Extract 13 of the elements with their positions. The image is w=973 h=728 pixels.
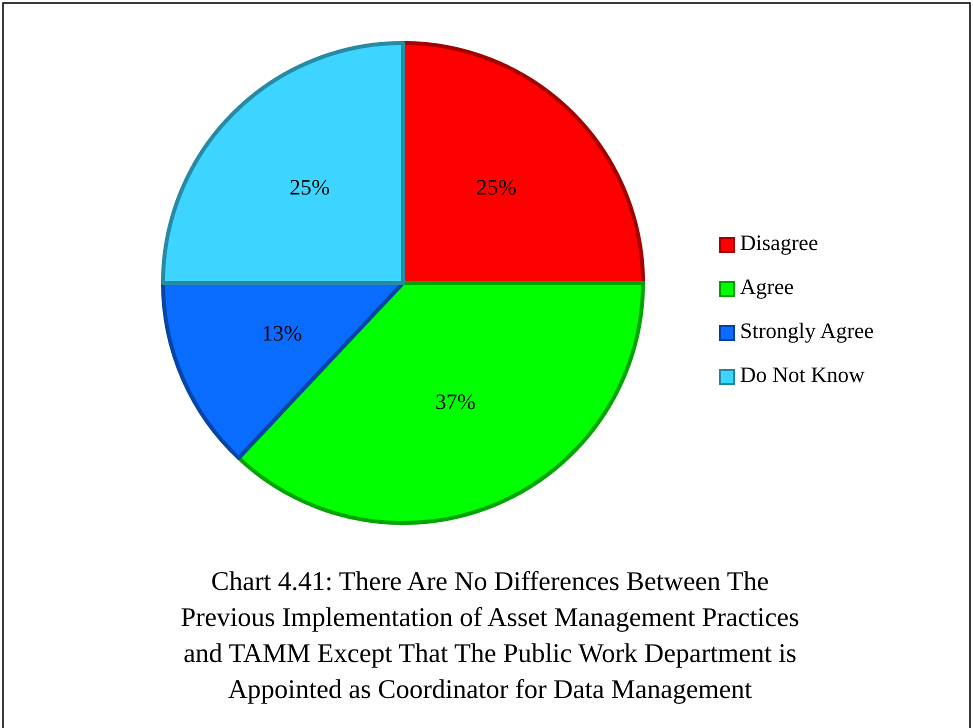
legend-label: Agree bbox=[740, 274, 794, 300]
data-label: 25% bbox=[290, 174, 330, 200]
legend-label: Do Not Know bbox=[740, 362, 865, 388]
pie-slice bbox=[161, 281, 405, 460]
pie-slice bbox=[401, 41, 645, 285]
data-label: 25% bbox=[476, 174, 516, 200]
legend-label: Disagree bbox=[740, 230, 818, 256]
data-label: 37% bbox=[435, 389, 476, 414]
data-label: 13% bbox=[262, 320, 302, 346]
text: Chart 4.41: There Are No Differences Between The Previous Implementation of Asset Management Practices and TAMM Except That The Public Work Department is Appointed as Coordinator for Data Management bbox=[180, 566, 800, 704]
legend-label: Strongly Agree bbox=[740, 318, 874, 344]
pie-slice bbox=[161, 41, 405, 285]
pie-slice bbox=[236, 281, 645, 525]
